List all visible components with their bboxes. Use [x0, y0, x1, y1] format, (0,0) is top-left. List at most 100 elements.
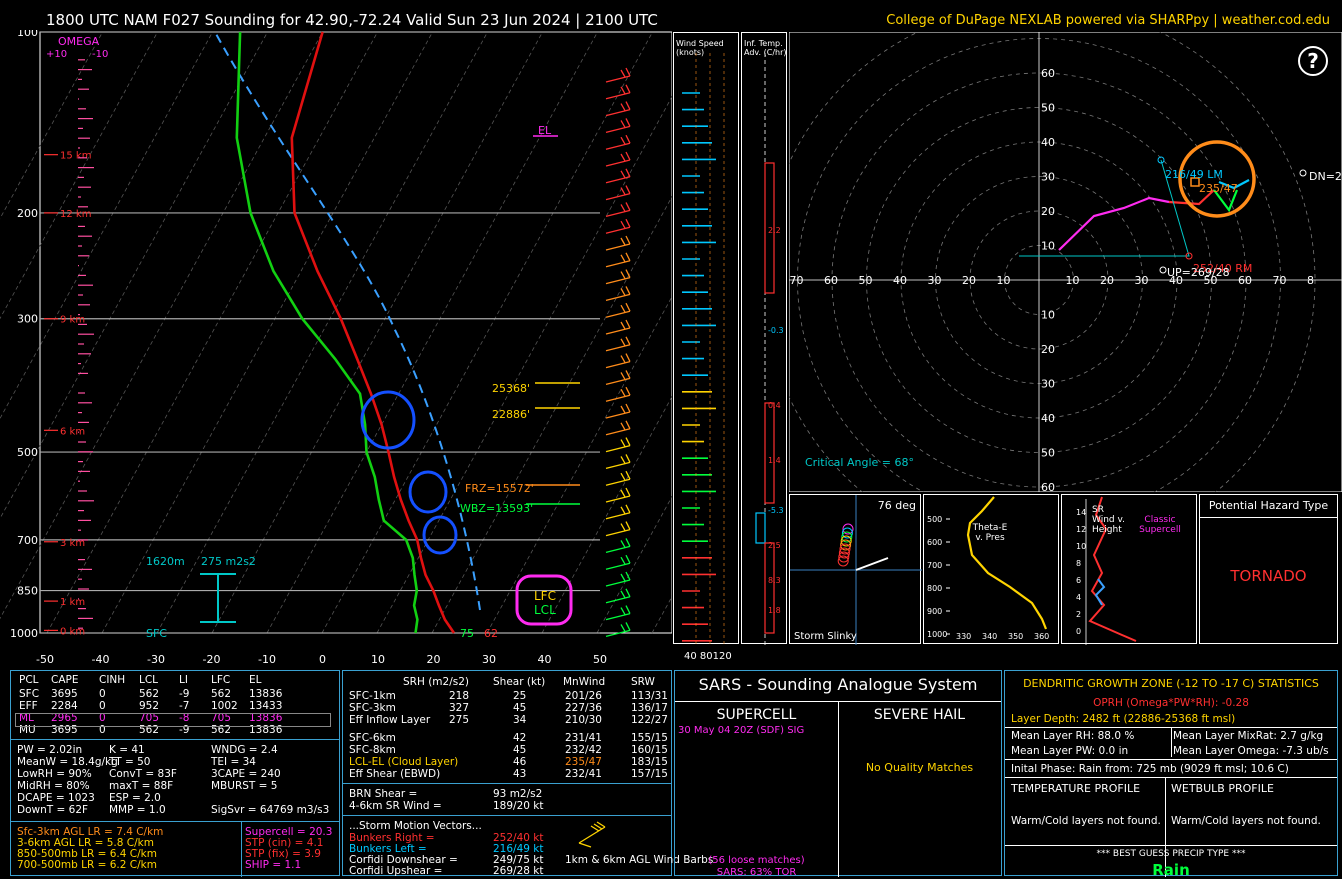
wind-barb [605, 538, 631, 554]
hodo-x-label: 70 [790, 274, 804, 287]
composite-index: SHIP = 1.1 [245, 859, 302, 871]
level-label: 22886' [492, 408, 530, 421]
inflow-srh: 275 m2s2 [201, 555, 256, 568]
hodo-x-label: 8 [1307, 274, 1314, 287]
kinematics-cell: 45 [513, 744, 527, 756]
index-value: MBURST = 5 [211, 780, 278, 792]
sfc-label: SFC [146, 627, 167, 640]
index-value: LowRH = 90% [17, 768, 92, 780]
temperature-trace [290, 31, 456, 634]
sr-wind-value: 189/20 kt [493, 800, 544, 812]
ring-label: 60 [1041, 67, 1055, 80]
slinky-circle [842, 523, 854, 535]
temp-label: -20 [203, 653, 221, 666]
isotherm [486, 295, 672, 634]
parcel-cell: 3695 [51, 724, 78, 736]
temp-label: 50 [593, 653, 607, 666]
kinematics-header: SRW [631, 676, 655, 688]
wind-barb [605, 235, 631, 251]
height-label: 0 km [60, 626, 85, 637]
composite-index: Supercell = 20.3 [245, 826, 333, 838]
selected-parcel-row[interactable] [15, 713, 331, 727]
parcel-cell: MU [19, 724, 36, 736]
thetae-x-label: 360 [1034, 632, 1049, 641]
wind-barb [605, 504, 631, 520]
kinematics-cell: LCL-EL (Cloud Layer) [349, 756, 459, 768]
wind-tick-120: 120 [712, 651, 732, 662]
isotherm [541, 395, 672, 634]
thetae-p-label: 1000 [927, 630, 947, 639]
ring-label: 10 [1041, 240, 1055, 253]
wind-barb [605, 168, 631, 184]
sr-height-label: 2 [1076, 610, 1081, 619]
skewt-frame [39, 31, 672, 634]
pressure-label: 1000 [10, 627, 38, 640]
kinematics-cell: 327 [449, 702, 470, 714]
advection-value: -0.3 [768, 326, 784, 335]
el-label: EL [538, 124, 552, 137]
ring-label: 20 [1041, 205, 1055, 218]
parcel-cell: 13433 [249, 700, 283, 712]
sr-wind-panel: 14 12 10 8 6 4 2 0 SR Wind v. Height Classic Su… [1061, 494, 1197, 645]
sr-wind-trace-blue [1094, 578, 1106, 606]
pressure-label: 700 [17, 534, 38, 547]
kinematics-cell: Eff Inflow Layer [349, 714, 431, 726]
wind-barb [605, 101, 631, 117]
kinematics-cell: 34 [513, 714, 527, 726]
thetae-trace [966, 496, 1048, 630]
ring-label: 20 [1041, 343, 1055, 356]
advection-bar [764, 542, 775, 634]
hodo-x-label: 50 [859, 274, 873, 287]
wind-barb [605, 67, 631, 83]
dgz-panel: DENDRITIC GROWTH ZONE (-12 TO -17 C) STA… [1004, 670, 1338, 879]
kinematics-cell: SFC-3km [349, 702, 396, 714]
wind-barb [605, 622, 631, 638]
question-circle-icon[interactable]: ? [1298, 46, 1328, 76]
lm-label: 216/49 LM [1165, 168, 1223, 181]
wind-speed-panel: Wind Speed (knots) [673, 32, 739, 645]
sr-wind-title: SR Wind v. Height [1092, 505, 1125, 535]
kinematics-cell: 136/17 [631, 702, 668, 714]
wind-barb [605, 84, 631, 100]
pressure-label: 500 [17, 446, 38, 459]
wind-barb [605, 302, 631, 318]
isotherm [321, 31, 653, 634]
parcel-cell: 13836 [249, 724, 283, 736]
index-value: ConvT = 83F [109, 768, 177, 780]
kinematics-cell: 232/41 [565, 768, 602, 780]
temp-label: 0 [319, 653, 326, 666]
annotation-circle [422, 515, 458, 555]
isotherm [376, 95, 672, 634]
wind-tick-80: 80 [699, 651, 713, 662]
composite-index: STP (fix) = 3.9 [245, 848, 321, 860]
dgz-title: DENDRITIC GROWTH ZONE (-12 TO -17 C) STA… [1023, 677, 1319, 690]
dgz-depth: Layer Depth: 2482 ft (22886-25368 ft msl… [1011, 713, 1236, 725]
sars-match[interactable]: 30 May 04 20Z (SDF) SIG [678, 725, 805, 736]
thetae-p-label: 800 [927, 584, 942, 593]
index-value: TT = 50 [109, 756, 151, 768]
height-label: 6 km [60, 426, 85, 437]
parcel-cell: 13836 [249, 712, 283, 724]
skewt-chart: 100 200 300 500 700 850 1000 -50 -40 -30 -20 -10 0 10… [0, 30, 672, 666]
wind-barb [605, 571, 631, 587]
sars-no-match: No Quality Matches [865, 761, 974, 774]
credit-text: College of DuPage NEXLAB powered via SHA… [886, 13, 1330, 28]
lfc-lcl-circle [515, 574, 573, 626]
wind-barb [605, 185, 631, 201]
wind-barb [605, 521, 631, 537]
pressure-label: 850 [17, 585, 38, 598]
kinematics-cell: 232/42 [565, 744, 602, 756]
sars-tor: SARS: 63% TOR [716, 867, 797, 878]
height-label: 3 km [60, 538, 85, 549]
temp-label: -10 [258, 653, 276, 666]
hodo-x-label: 20 [962, 274, 976, 287]
index-value: ESP = 2.0 [109, 792, 161, 804]
wind-barb [605, 118, 631, 134]
omega-tick: +10 [46, 49, 67, 60]
parcel-cell: 705 [139, 712, 160, 724]
parcel-cell: ML [19, 712, 34, 724]
wind-barb [605, 336, 631, 352]
pressure-label: 300 [17, 313, 38, 326]
thetae-panel: 500 600 700 800 900 1000 330 340 350 360 Theta-E … [923, 494, 1059, 644]
parcel-cell: 705 [211, 712, 232, 724]
